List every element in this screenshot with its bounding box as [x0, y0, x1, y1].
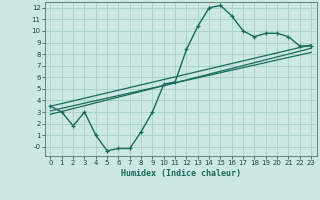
X-axis label: Humidex (Indice chaleur): Humidex (Indice chaleur) — [121, 169, 241, 178]
